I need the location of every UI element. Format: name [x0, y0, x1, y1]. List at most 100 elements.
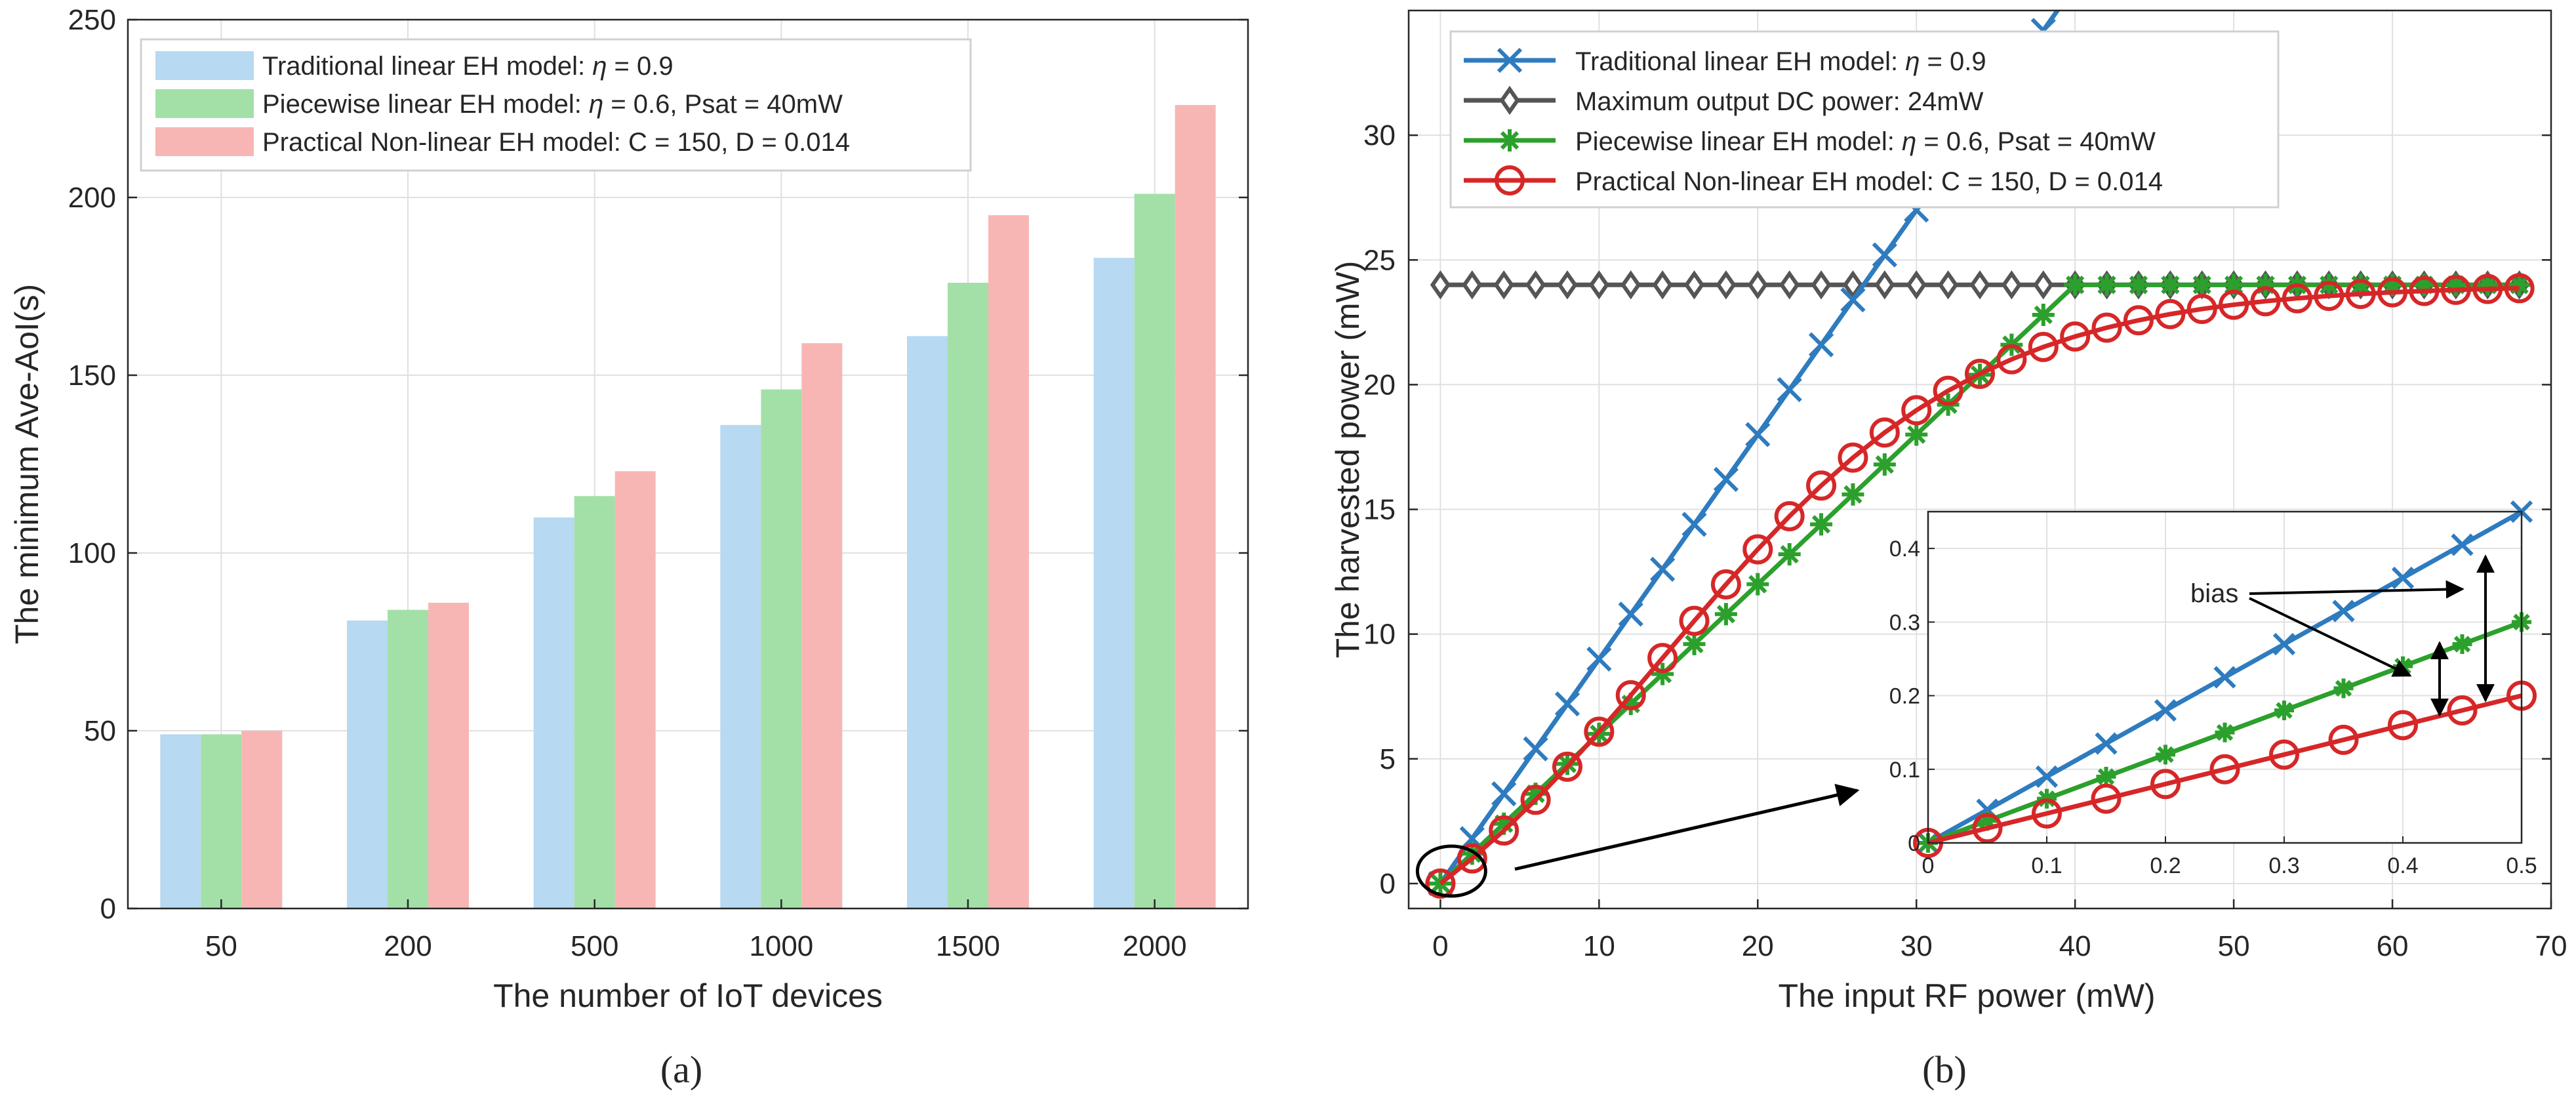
- circle-marker: [2250, 286, 2281, 317]
- x-marker: [2213, 666, 2236, 689]
- y-tick-label: 0: [1380, 868, 1396, 900]
- diamond-marker: [1430, 270, 1451, 300]
- asterisk-marker: [2452, 634, 2472, 654]
- circle-marker: [2219, 289, 2249, 320]
- bias-label: bias: [2190, 579, 2238, 608]
- asterisk-marker: [2095, 274, 2118, 296]
- diamond-marker: [1493, 270, 1514, 300]
- bar: [1134, 194, 1175, 909]
- diamond-marker: [1620, 270, 1641, 300]
- circle-marker: [1869, 417, 1900, 448]
- x-marker: [1713, 466, 1739, 493]
- x-marker: [1586, 646, 1612, 672]
- bar: [761, 389, 802, 908]
- bar: [948, 283, 988, 909]
- bar: [533, 517, 574, 908]
- circle-marker: [2447, 695, 2478, 725]
- circle-marker: [1965, 358, 1995, 389]
- x-marker: [1491, 781, 1517, 807]
- x-marker: [1554, 691, 1580, 717]
- bar: [1175, 105, 1216, 909]
- asterisk-marker: [1493, 812, 1516, 835]
- circle-marker: [1679, 605, 1710, 636]
- legend-swatch: [155, 51, 254, 80]
- asterisk-marker: [1499, 129, 1521, 152]
- x-marker: [2035, 765, 2059, 788]
- asterisk-marker: [1651, 663, 1674, 685]
- inset-y-tick-label: 0.4: [1889, 537, 1920, 561]
- asterisk-marker: [2032, 303, 2055, 326]
- bar: [388, 609, 428, 908]
- x-tick-label: 200: [384, 930, 432, 962]
- diamond-marker: [1716, 270, 1737, 300]
- x-tick-label: 40: [2059, 930, 2091, 962]
- asterisk-marker: [2349, 274, 2372, 296]
- y-tick-label: 30: [1363, 119, 1396, 152]
- circle-marker: [1838, 442, 1868, 473]
- diamond-marker: [1938, 270, 1959, 300]
- asterisk-marker: [2444, 274, 2467, 296]
- circle-marker: [1647, 643, 1678, 674]
- circle-marker: [2060, 321, 2091, 352]
- circle-marker: [1457, 843, 1487, 874]
- diamond-marker: [2001, 270, 2022, 300]
- asterisk-marker: [2215, 722, 2235, 743]
- circle-marker: [2472, 274, 2503, 304]
- inset-series-line: [1927, 693, 2522, 846]
- x-tick-label: 20: [1742, 930, 1774, 962]
- circle-marker: [1520, 785, 1551, 815]
- asterisk-marker: [2190, 274, 2213, 296]
- inset-y-tick-label: 0.2: [1889, 684, 1920, 709]
- x-marker: [1808, 332, 1834, 357]
- asterisk-marker: [2381, 274, 2404, 296]
- diamond-marker: [1811, 270, 1832, 300]
- x-marker: [2391, 566, 2415, 590]
- inset-x-tick-label: 0.2: [2150, 853, 2181, 878]
- circle-marker: [2091, 312, 2122, 343]
- diamond-marker: [1557, 270, 1578, 300]
- bias-arrow: [2249, 597, 2412, 677]
- asterisk-marker: [2223, 274, 2245, 296]
- legend-label: Practical Non-linear EH model: C = 150, …: [1575, 167, 2163, 196]
- inset-y-tick-label: 0.1: [1889, 758, 1920, 783]
- circle-marker: [1996, 344, 2027, 375]
- x-marker: [2332, 600, 2355, 622]
- diamond-marker: [2033, 270, 2054, 300]
- axes-frame: [1407, 9, 2552, 910]
- y-tick-label: 100: [68, 537, 116, 569]
- asterisk-marker: [1746, 573, 1769, 596]
- x-marker: [1872, 242, 1897, 268]
- x-tick-label: 0: [1432, 930, 1448, 962]
- legend-label: Piecewise linear EH model: η = 0.6, Psat…: [262, 90, 843, 119]
- x-tick-label: 60: [2377, 930, 2409, 962]
- inset-x-tick-label: 0.4: [2387, 853, 2418, 878]
- x-tick-label: 2000: [1123, 930, 1187, 962]
- bar: [160, 734, 201, 908]
- diamond-marker: [1588, 270, 1609, 300]
- y-tick-label: 250: [68, 4, 116, 36]
- asterisk-marker: [1873, 453, 1896, 476]
- circle-marker: [1774, 501, 1805, 532]
- inset-x-tick-label: 0.1: [2031, 853, 2062, 878]
- circle-marker: [1933, 375, 1963, 406]
- asterisk-marker: [2508, 274, 2531, 296]
- asterisk-marker: [2064, 274, 2087, 296]
- circle-marker: [2032, 798, 2062, 829]
- asterisk-marker: [2274, 701, 2294, 720]
- x-marker: [1649, 556, 1676, 582]
- x-marker: [1523, 736, 1548, 762]
- circle-marker: [1901, 395, 1932, 426]
- asterisk-marker: [1524, 783, 1547, 806]
- asterisk-marker: [2318, 274, 2341, 296]
- x-marker: [2154, 699, 2177, 722]
- asterisk-marker: [1977, 811, 1998, 831]
- bar: [720, 424, 761, 908]
- y-axis-label: The minimum Ave-AoI(s): [9, 284, 45, 644]
- inset-frame: [1927, 510, 2523, 844]
- asterisk-marker: [2413, 274, 2436, 296]
- series-line: [1439, 285, 2520, 886]
- x-marker: [2451, 533, 2474, 556]
- y-tick-label: 10: [1363, 619, 1396, 651]
- asterisk-marker: [1778, 543, 1801, 566]
- circle-marker: [2282, 283, 2312, 314]
